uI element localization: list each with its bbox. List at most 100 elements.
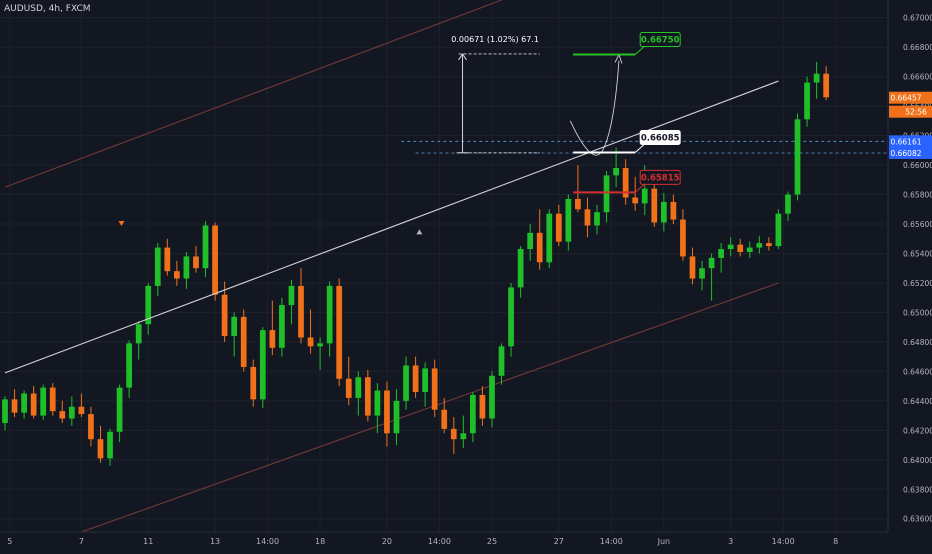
candle-body — [441, 409, 448, 429]
price-badge — [889, 146, 932, 159]
candle-body — [603, 175, 610, 213]
callout-leader — [634, 183, 645, 193]
measure-arrow-head — [458, 53, 467, 61]
callout-box — [639, 130, 681, 146]
price-tick-label: 0.66600 — [903, 73, 932, 82]
candle-body — [727, 244, 734, 250]
price-axis[interactable] — [888, 0, 932, 550]
price-badge-label: 52:56 — [905, 108, 927, 117]
candle-body — [193, 256, 199, 269]
price-badge — [889, 105, 932, 118]
candle-body — [766, 243, 772, 247]
measure-label: 0.00671 (1.02%) 67.1 — [451, 35, 539, 44]
time-tick-label: 8 — [833, 537, 838, 546]
time-axis-ticks: 5 7 11 13 14:00 18 20 14:00 25 27 14:00 Jun 3 14:00 8 — [7, 537, 838, 546]
price-tick-label: 0.66000 — [903, 161, 932, 170]
candle-body — [584, 209, 591, 226]
time-tick-label: 14:00 — [772, 537, 795, 546]
candle-body — [336, 285, 343, 379]
candle-body — [813, 73, 820, 83]
candle-body — [785, 194, 791, 214]
trend-line[interactable] — [4, 80, 779, 374]
price-tick-label: 0.63600 — [903, 515, 932, 524]
time-axis[interactable] — [0, 532, 932, 550]
time-tick-label: 5 — [7, 537, 12, 546]
candle-body — [2, 399, 8, 423]
price-tick-label: 0.65200 — [903, 279, 932, 288]
price-tick-label: 0.63800 — [903, 485, 932, 494]
price-tick-label: 0.65000 — [903, 308, 932, 317]
candle-body — [718, 249, 724, 258]
price-badge-label: 0.66161 — [890, 137, 921, 146]
candle-body — [708, 257, 715, 269]
candle-body — [154, 247, 161, 286]
candle-body — [384, 390, 390, 434]
projection-curve — [569, 60, 620, 156]
candle-body — [804, 82, 810, 120]
price-badge — [889, 91, 932, 104]
candle-body — [450, 428, 457, 440]
candle-body — [317, 343, 323, 347]
candle-body — [221, 294, 228, 336]
candle-body — [145, 285, 152, 325]
candle-body — [489, 375, 495, 419]
candle-body — [546, 213, 553, 263]
candle-body — [651, 188, 658, 223]
level-callouts[interactable]: 0.66750 0.66085 0.65815 — [573, 32, 681, 194]
time-tick-label: 11 — [143, 537, 153, 546]
time-tick-label: 20 — [382, 537, 392, 546]
price-tick-label: 0.65400 — [903, 249, 932, 258]
price-tick-label: 0.65600 — [903, 220, 932, 229]
arrow-markers — [118, 221, 423, 235]
candle-body — [737, 244, 744, 252]
candle-body — [527, 232, 534, 250]
candle-body — [460, 433, 467, 440]
candle-body — [88, 414, 94, 440]
candle-body — [374, 390, 381, 416]
callout-box — [639, 169, 681, 185]
candle-body — [49, 387, 56, 412]
candle-body — [116, 387, 123, 432]
candle-body — [422, 368, 428, 392]
price-tick-label: 0.64200 — [903, 426, 932, 435]
candle-body — [298, 285, 304, 338]
candle-body — [59, 411, 66, 419]
candle-body — [78, 406, 85, 415]
candle-body — [498, 346, 505, 376]
measure-tool[interactable]: 0.00671 (1.02%) 67.1 — [451, 35, 540, 154]
time-tick-label: 27 — [554, 537, 564, 546]
price-tick-label: 0.64800 — [903, 338, 932, 347]
time-tick-label: 7 — [79, 537, 84, 546]
candle-body — [632, 197, 639, 204]
time-tick-label: 13 — [210, 537, 220, 546]
callout-leader — [634, 46, 645, 55]
time-tick-label: 14:00 — [256, 537, 279, 546]
symbol-label: AUDUSD, 4h, FXCM — [4, 4, 91, 14]
candle-body — [575, 198, 581, 210]
candle-body — [775, 213, 782, 247]
candle-body — [680, 219, 686, 257]
candle-body — [250, 366, 257, 400]
candle-body — [97, 439, 104, 459]
callout-box — [639, 32, 681, 48]
candle-body — [30, 393, 37, 416]
candle-body — [202, 225, 209, 269]
channel-lower-line — [81, 282, 779, 533]
candle-body — [794, 119, 801, 195]
price-tick-label: 0.67000 — [903, 14, 932, 23]
candle-body — [565, 198, 572, 242]
candle-body — [288, 285, 295, 306]
candle-body — [107, 431, 113, 459]
candle-body — [622, 168, 629, 198]
candle-body — [240, 316, 247, 367]
candle-body — [660, 201, 667, 223]
candles — [2, 61, 830, 466]
candle-body — [517, 249, 524, 288]
price-tick-label: 0.64600 — [903, 367, 932, 376]
candle-body — [470, 394, 476, 434]
candle-body — [393, 400, 400, 434]
price-tick-label: 0.64000 — [903, 456, 932, 465]
candle-body — [11, 399, 18, 413]
